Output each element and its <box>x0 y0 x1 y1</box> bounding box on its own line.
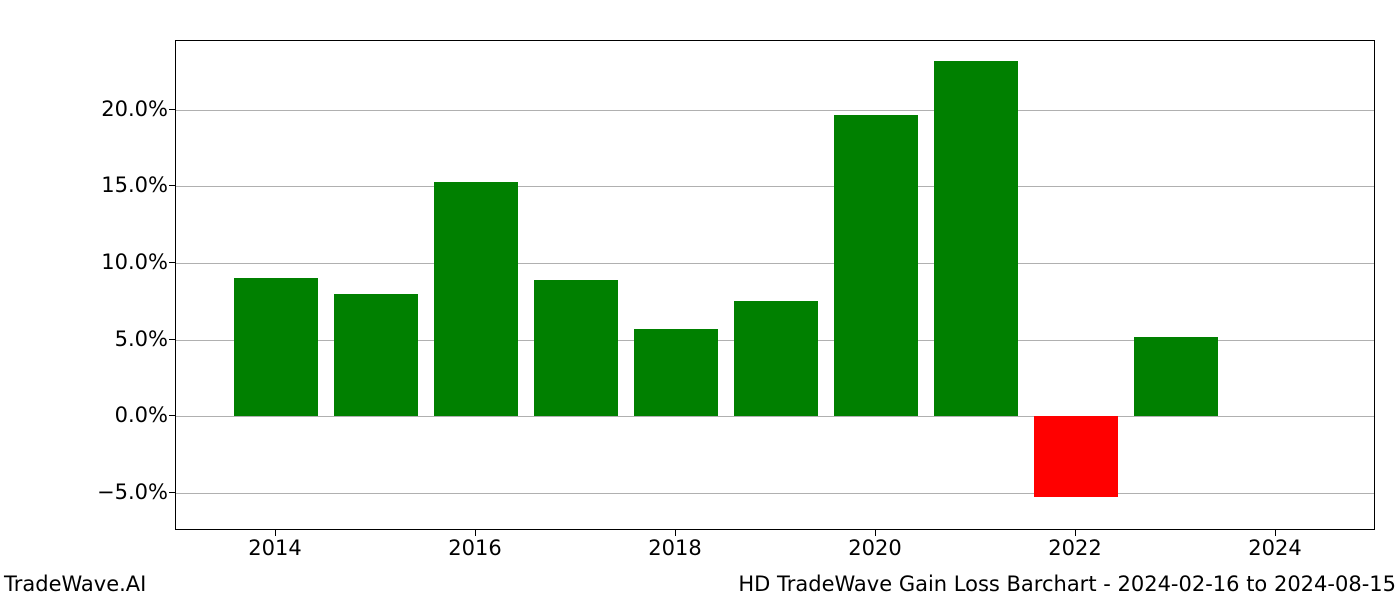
footer-left-text: TradeWave.AI <box>4 572 146 596</box>
gridline <box>176 493 1374 494</box>
ytick-mark <box>169 109 175 110</box>
bar-2016 <box>434 182 518 416</box>
footer-right-text: HD TradeWave Gain Loss Barchart - 2024-0… <box>738 572 1396 596</box>
gridline <box>176 263 1374 264</box>
bar-2017 <box>534 280 618 416</box>
ytick-label: 10.0% <box>101 250 168 274</box>
gridline <box>176 186 1374 187</box>
xtick-label: 2020 <box>848 536 901 560</box>
xtick-label: 2018 <box>648 536 701 560</box>
ytick-label: −5.0% <box>97 480 168 504</box>
xtick-label: 2022 <box>1048 536 1101 560</box>
bar-2021 <box>934 61 1018 416</box>
bar-2019 <box>734 301 818 416</box>
gridline <box>176 416 1374 417</box>
ytick-label: 15.0% <box>101 173 168 197</box>
gridline <box>176 110 1374 111</box>
xtick-label: 2024 <box>1248 536 1301 560</box>
bar-2022 <box>1034 416 1118 497</box>
ytick-mark <box>169 492 175 493</box>
ytick-mark <box>169 415 175 416</box>
chart-container: TradeWave.AI HD TradeWave Gain Loss Barc… <box>0 0 1400 600</box>
bar-2018 <box>634 329 718 416</box>
plot-area <box>175 40 1375 530</box>
bar-2014 <box>234 278 318 416</box>
ytick-mark <box>169 262 175 263</box>
bar-2023 <box>1134 337 1218 417</box>
ytick-label: 0.0% <box>115 403 168 427</box>
xtick-label: 2016 <box>448 536 501 560</box>
ytick-mark <box>169 185 175 186</box>
xtick-label: 2014 <box>248 536 301 560</box>
ytick-mark <box>169 339 175 340</box>
bar-2020 <box>834 115 918 417</box>
ytick-label: 5.0% <box>115 327 168 351</box>
bar-2015 <box>334 294 418 417</box>
ytick-label: 20.0% <box>101 97 168 121</box>
